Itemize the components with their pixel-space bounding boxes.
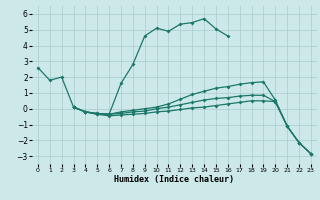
X-axis label: Humidex (Indice chaleur): Humidex (Indice chaleur) <box>115 175 234 184</box>
